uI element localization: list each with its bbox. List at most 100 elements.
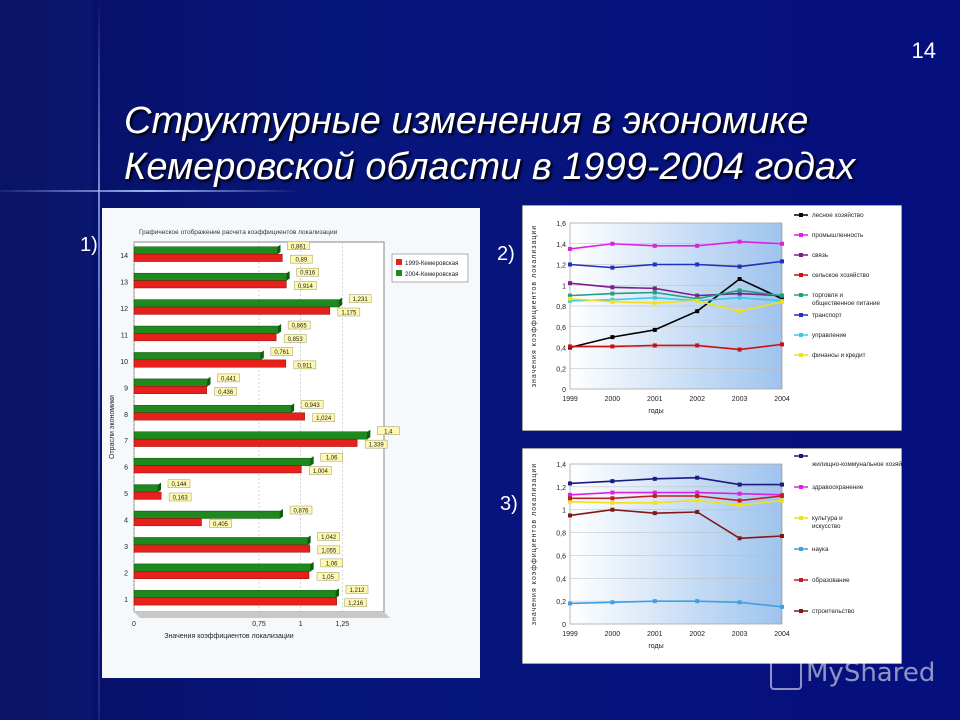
legend-marker	[799, 333, 803, 337]
bar-2004	[133, 590, 337, 598]
line-chart-2-panel: 0 0,2 0,4 0,6 0,8 1 1,2 1,4 1,6 1999 2000 2001 2002 2…	[521, 204, 903, 432]
data-point	[652, 343, 657, 348]
data-point	[610, 285, 615, 290]
legend-entry: связь	[812, 252, 829, 259]
data-point	[737, 295, 742, 300]
legend-entry: культура и искусство	[812, 515, 843, 530]
series-line	[569, 476, 782, 486]
data-point	[737, 347, 742, 352]
y-tick-label: 6	[124, 465, 128, 472]
data-label-box-2004	[217, 373, 240, 383]
data-point	[610, 500, 615, 505]
bar-1999	[133, 438, 358, 447]
bar-2004-side	[310, 561, 314, 572]
x-tick-label: 2004	[774, 396, 790, 403]
legend-entry: финансы и кредит	[812, 352, 866, 359]
y-tick-label: 1,4	[556, 242, 566, 249]
plot-floor	[134, 612, 390, 618]
series-line	[569, 499, 783, 506]
y-axis-label: Отрасли экономики	[109, 395, 116, 459]
data-label-1999: 0,911	[298, 363, 313, 369]
bar-2004	[133, 272, 287, 281]
bar-1999	[133, 306, 331, 315]
data-label-box-1999	[316, 572, 340, 581]
bar-2004	[133, 405, 292, 413]
data-label-box-1999	[337, 307, 361, 317]
legend-marker	[799, 233, 803, 237]
figure-label-3: 3)	[500, 493, 518, 515]
y-tick-label: 0,8	[556, 531, 566, 538]
y-tick-label: 2	[124, 570, 128, 577]
x-tick-label: 2000	[605, 396, 621, 403]
legend-marker	[799, 293, 803, 297]
chart-title: Графическое отображение расчета коэффици…	[139, 228, 338, 236]
data-point	[780, 498, 784, 503]
x-axis-label: Значения коэффициентов локализации	[164, 633, 293, 640]
line-chart-2: 0 0,2 0,4 0,6 0,8 1 1,2 1,4 1,6 1999 2000 2001 2002 2…	[521, 204, 903, 432]
legend-marker	[799, 353, 803, 357]
data-point	[568, 298, 572, 303]
data-label-box-2004	[317, 532, 340, 541]
data-point	[610, 490, 615, 495]
y-tick-label: 7	[124, 438, 128, 445]
legend-entry-line: общественное питание	[812, 299, 880, 307]
y-tick-label: 1	[562, 508, 566, 515]
data-point	[780, 494, 784, 498]
legend-marker	[799, 313, 803, 317]
bar-1999	[133, 412, 305, 421]
legend-marker	[799, 547, 803, 551]
data-label-1999: 1,216	[348, 601, 364, 607]
data-point	[695, 343, 700, 348]
x-tick-label: 2000	[605, 631, 621, 638]
data-label-2004: 1,4	[384, 429, 393, 435]
data-point	[737, 498, 742, 503]
y-tick-label: 0,8	[556, 304, 566, 311]
y-tick-label: 1	[562, 283, 566, 290]
bar-2004-side	[207, 376, 211, 387]
x-tick-label: 2004	[774, 631, 790, 638]
data-label-box-2004	[320, 558, 343, 568]
data-point	[568, 262, 572, 267]
data-point	[737, 482, 742, 487]
data-point	[652, 476, 657, 481]
y-tick-label: 1	[124, 597, 128, 604]
data-point	[610, 507, 615, 512]
data-label-1999: 0,163	[173, 496, 189, 502]
data-label-1999: 1,05	[322, 575, 334, 581]
data-label-2004: 0,861	[291, 244, 307, 250]
series-line	[569, 491, 783, 496]
legend-entry-line: торговля и	[812, 292, 844, 299]
data-point	[695, 498, 700, 503]
data-label-box-2004	[320, 452, 343, 462]
data-label-1999: 0,436	[218, 390, 234, 396]
bar-2004-side	[307, 535, 311, 545]
data-label-box-1999	[209, 519, 232, 528]
data-point	[737, 264, 742, 269]
legend-marker	[799, 578, 803, 582]
bar-2004-side	[158, 482, 161, 493]
legend-box	[391, 253, 469, 283]
data-label-box-1999	[214, 387, 237, 396]
data-point	[568, 296, 572, 301]
data-point	[610, 335, 615, 340]
legend-marker	[799, 213, 803, 217]
data-point	[652, 511, 657, 516]
figure-label-2: 2)	[497, 243, 515, 265]
x-axis-label: годы	[648, 408, 663, 415]
legend-entry: сельское хозяйство	[812, 271, 870, 279]
data-label-2004: 1,06	[326, 456, 338, 462]
x-tick-label: 1	[299, 621, 303, 628]
data-label-2004: 0,761	[274, 350, 290, 356]
data-point	[568, 293, 572, 298]
legend-marker	[799, 454, 803, 458]
y-tick-label: 0,6	[556, 325, 566, 332]
data-point	[610, 297, 615, 302]
bar-2004	[133, 352, 262, 361]
data-label-1999: 1,024	[316, 416, 332, 422]
data-point	[568, 601, 572, 606]
data-point	[652, 295, 657, 300]
y-axis-label: значения коэффициентов локализации	[531, 463, 538, 625]
y-tick-label: 0	[562, 622, 566, 629]
series-line	[569, 296, 783, 302]
bar-2004	[133, 484, 159, 493]
